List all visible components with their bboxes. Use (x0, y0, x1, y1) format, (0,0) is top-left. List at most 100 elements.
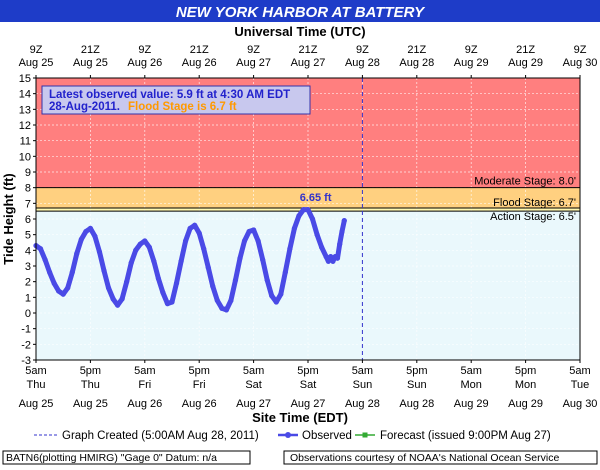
observed-point (87, 225, 93, 231)
latest-observed-box: Latest observed value: 5.9 ft at 4:30 AM… (41, 85, 311, 115)
bottom-tick-date: Aug 29 (508, 398, 543, 410)
top-tick-time: 9Z (356, 44, 369, 56)
bottom-tick-time: 5pm (188, 365, 209, 377)
title-banner (0, 0, 600, 22)
observed-point (330, 258, 336, 264)
bottom-tick-day: Sun (407, 379, 427, 391)
peak-annotation: 6.65 ft (300, 192, 332, 204)
observed-point (246, 228, 252, 235)
bottom-tick-time: 5am (243, 365, 264, 377)
footer-right-text: Observations courtesy of NOAA's National… (290, 452, 559, 464)
observed-point (260, 257, 266, 263)
observed-point (160, 290, 166, 296)
legend: Graph Created (5:00AM Aug 28, 2011) Obse… (34, 430, 551, 442)
observed-point (325, 258, 331, 264)
top-tick-date: Aug 27 (236, 57, 271, 69)
top-tick-date: Aug 28 (345, 57, 380, 69)
legend-forecast-label: Forecast (issued 9:00PM Aug 27) (380, 430, 551, 442)
top-tick-time: 9Z (247, 44, 260, 56)
bottom-tick-day: Mon (460, 379, 481, 391)
observed-point (273, 299, 279, 305)
top-tick-date: Aug 26 (127, 57, 162, 69)
top-tick-date: Aug 25 (73, 57, 108, 69)
top-tick-time: 21Z (516, 44, 535, 56)
observed-point (337, 241, 343, 247)
bottom-tick-time: 5am (460, 365, 481, 377)
bottom-tick-time: 5pm (297, 365, 318, 377)
observed-point (128, 260, 134, 266)
bottom-tick-labels: 5am Thu Aug 25 5pm Thu Aug 25 5am Fri Aug 26 5pm F… (19, 360, 597, 410)
observed-point (214, 297, 220, 304)
top-tick-time: 9Z (30, 44, 43, 56)
observed-point (339, 228, 345, 235)
bottom-tick-day: Thu (27, 379, 46, 391)
top-tick-date: Aug 25 (19, 57, 54, 69)
observed-point (155, 275, 161, 282)
observed-point (319, 244, 325, 250)
observed-point (151, 258, 157, 264)
observed-point (178, 258, 184, 264)
observed-point (323, 254, 329, 260)
bottom-tick-day: Thu (81, 379, 100, 391)
bottom-tick-day: Tue (571, 379, 590, 391)
stage-label: Flood Stage: 6.7' (493, 197, 576, 209)
y-tick-label: 2 (25, 277, 31, 289)
observed-point (69, 269, 75, 275)
bottom-tick-day: Sat (245, 379, 262, 391)
observed-point (192, 222, 198, 228)
latest-observed-date: 28-Aug-2011. (49, 101, 120, 113)
footer-right-box (283, 450, 598, 465)
y-tick-label: 0 (25, 308, 31, 320)
latest-observed-line1: Latest observed value: 5.9 ft at 4:30 AM… (49, 89, 290, 101)
bottom-tick-time: 5am (134, 365, 155, 377)
y-tick-label: 9 (25, 167, 31, 179)
observed-point (255, 238, 261, 244)
bottom-tick-day: Sat (300, 379, 317, 391)
observed-point (60, 291, 66, 297)
observed-point (37, 246, 44, 252)
flood-band (36, 187, 580, 209)
observed-point (251, 227, 257, 233)
observed-point (47, 269, 53, 275)
y-tick-label: 13 (19, 104, 31, 116)
y-tick-label: 14 (19, 89, 31, 101)
observed-point (78, 236, 84, 242)
observed-point (42, 257, 48, 263)
y-tick-label: -1 (21, 324, 31, 336)
bottom-tick-day: Mon (515, 379, 536, 391)
observed-point (137, 241, 143, 247)
observed-point (210, 283, 216, 289)
bottom-tick-time: 5pm (80, 365, 101, 377)
observed-point (282, 269, 288, 275)
latest-observed-panel (41, 85, 311, 115)
legend-forecast-marker (362, 432, 368, 438)
observed-point (96, 249, 103, 255)
observed-point (110, 296, 116, 302)
observed-point (237, 255, 243, 261)
observed-point (65, 285, 71, 291)
observed-point (74, 250, 80, 257)
bottom-tick-date: Aug 29 (454, 398, 489, 410)
legend-created-label: Graph Created (5:00AM Aug 28, 2011) (62, 430, 259, 442)
observed-point (305, 207, 311, 213)
observed-point (264, 277, 270, 283)
y-tick-label: -2 (21, 339, 31, 351)
top-tick-time: 21Z (81, 44, 100, 56)
bottom-tick-day: Fri (193, 379, 206, 391)
top-tick-time: 9Z (465, 44, 478, 56)
footer-left-text: BATN6(plotting HMIRG) "Gage 0" Datum: n/… (6, 452, 217, 464)
bottom-tick-date: Aug 26 (127, 398, 162, 410)
bottom-tick-date: Aug 26 (182, 398, 217, 410)
bottom-tick-date: Aug 28 (345, 398, 380, 410)
observed-point (56, 288, 62, 294)
observed-point (146, 244, 152, 250)
y-axis-title: Tide Height (ft) (1, 173, 16, 264)
bottom-tick-day: Sun (353, 379, 373, 391)
latest-observed-flood: Flood Stage is 6.7 ft (128, 101, 237, 113)
y-tick-label: 7 (25, 198, 31, 210)
bottom-tick-date: Aug 25 (73, 398, 108, 410)
observed-point (169, 299, 175, 305)
y-tick-label: 12 (19, 120, 31, 132)
observed-point (183, 238, 189, 244)
